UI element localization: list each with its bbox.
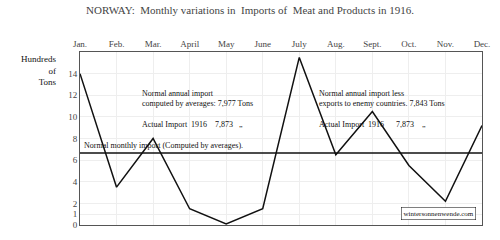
svg-text:2: 2 — [73, 199, 78, 209]
svg-text:1: 1 — [73, 209, 78, 219]
svg-text:Sept.: Sept. — [363, 39, 381, 49]
svg-text:10: 10 — [68, 112, 78, 122]
svg-text:Oct.: Oct. — [401, 39, 416, 49]
svg-text:Dec.: Dec. — [474, 39, 491, 49]
svg-text:Nov.: Nov. — [437, 39, 454, 49]
svg-text:HundredsofTons: HundredsofTons — [21, 54, 56, 87]
svg-text:8: 8 — [73, 134, 78, 144]
svg-text:Jan.: Jan. — [73, 39, 87, 49]
svg-text:14: 14 — [68, 69, 78, 79]
svg-text:4: 4 — [73, 177, 78, 187]
svg-text:Normal annual import lessexpor: Normal annual import lessexports to enem… — [319, 89, 445, 129]
svg-text:NORWAY: Monthly variations in: NORWAY: Monthly variations in Imports of… — [86, 4, 414, 16]
svg-text:July: July — [292, 39, 308, 49]
svg-text:0: 0 — [73, 220, 78, 230]
svg-text:Aug.: Aug. — [327, 39, 345, 49]
svg-text:April: April — [180, 39, 199, 49]
svg-text:June: June — [254, 39, 271, 49]
svg-text:Normal monthly import (Compute: Normal monthly import (Computed by avera… — [84, 141, 243, 150]
svg-text:Mar.: Mar. — [145, 39, 162, 49]
svg-text:12: 12 — [68, 90, 77, 100]
svg-text:Normal annual importcomputed b: Normal annual importcomputed by averages… — [142, 89, 253, 129]
svg-text:6: 6 — [73, 155, 78, 165]
svg-text:wintersonnenwende.com: wintersonnenwende.com — [404, 210, 474, 218]
svg-text:Feb.: Feb. — [109, 39, 125, 49]
svg-text:May: May — [218, 39, 235, 49]
